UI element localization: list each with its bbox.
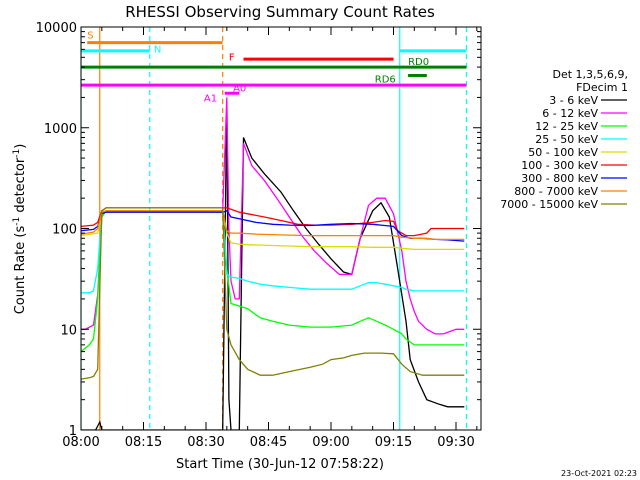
series-line-6 bbox=[81, 210, 465, 242]
legend-item-label-6: 300 - 800 keV bbox=[521, 172, 598, 185]
timestamp: 23-Oct-2021 02:23 bbox=[561, 469, 637, 478]
legend-header-line2: FDecim 1 bbox=[576, 81, 628, 94]
y-tick-label: 1000 bbox=[44, 122, 77, 137]
legend-item-label-4: 50 - 100 keV bbox=[528, 146, 598, 159]
legend-item-label-1: 6 - 12 keV bbox=[542, 107, 598, 120]
flag-label-5: RD6 bbox=[375, 75, 396, 86]
series-line-4 bbox=[81, 210, 465, 251]
y-tick-label: 10000 bbox=[36, 21, 77, 36]
flag-label-0: S bbox=[87, 31, 93, 42]
flag-label-1: N bbox=[154, 44, 161, 55]
x-tick-label: 09:30 bbox=[437, 435, 474, 450]
x-tick-label: 08:00 bbox=[62, 435, 99, 450]
legend-item-label-7: 800 - 7000 keV bbox=[514, 185, 598, 198]
x-tick-label: 08:15 bbox=[125, 435, 162, 450]
y-tick-label: 100 bbox=[52, 223, 77, 238]
legend-header-line1: Det 1,3,5,6,9, bbox=[552, 68, 628, 81]
legend-item-label-2: 12 - 25 keV bbox=[535, 120, 598, 133]
legend-item-label-3: 25 - 50 keV bbox=[535, 133, 598, 146]
series-line-3 bbox=[81, 210, 465, 294]
x-tick-label: 08:45 bbox=[250, 435, 287, 450]
flag-label-4: RD0 bbox=[408, 57, 429, 68]
legend-item-label-0: 3 - 6 keV bbox=[549, 94, 598, 107]
plot-frame bbox=[80, 26, 482, 431]
x-tick-label: 08:30 bbox=[187, 435, 224, 450]
flag-label-6: A0 bbox=[233, 84, 246, 95]
flag-label-3: F bbox=[229, 52, 235, 63]
legend-item-label-8: 7000 - 15000 keV bbox=[500, 198, 598, 211]
series-line-7 bbox=[81, 210, 465, 241]
x-axis-label: Start Time (30-Jun-12 07:58:22) bbox=[176, 457, 384, 472]
legend-item-label-5: 100 - 300 keV bbox=[521, 159, 598, 172]
series-line-8 bbox=[81, 207, 465, 380]
y-tick-label: 1 bbox=[69, 424, 77, 439]
y-tick-label: 10 bbox=[60, 323, 77, 338]
flag-label-7: A1 bbox=[204, 94, 217, 105]
y-axis-label: Count Rate (s-1 detector-1) bbox=[12, 144, 28, 315]
series-line-0 bbox=[81, 101, 465, 430]
chart-title: RHESSI Observing Summary Count Rates bbox=[125, 3, 435, 21]
series-line-1 bbox=[81, 97, 465, 335]
x-tick-label: 09:15 bbox=[375, 435, 412, 450]
x-tick-label: 09:00 bbox=[312, 435, 349, 450]
